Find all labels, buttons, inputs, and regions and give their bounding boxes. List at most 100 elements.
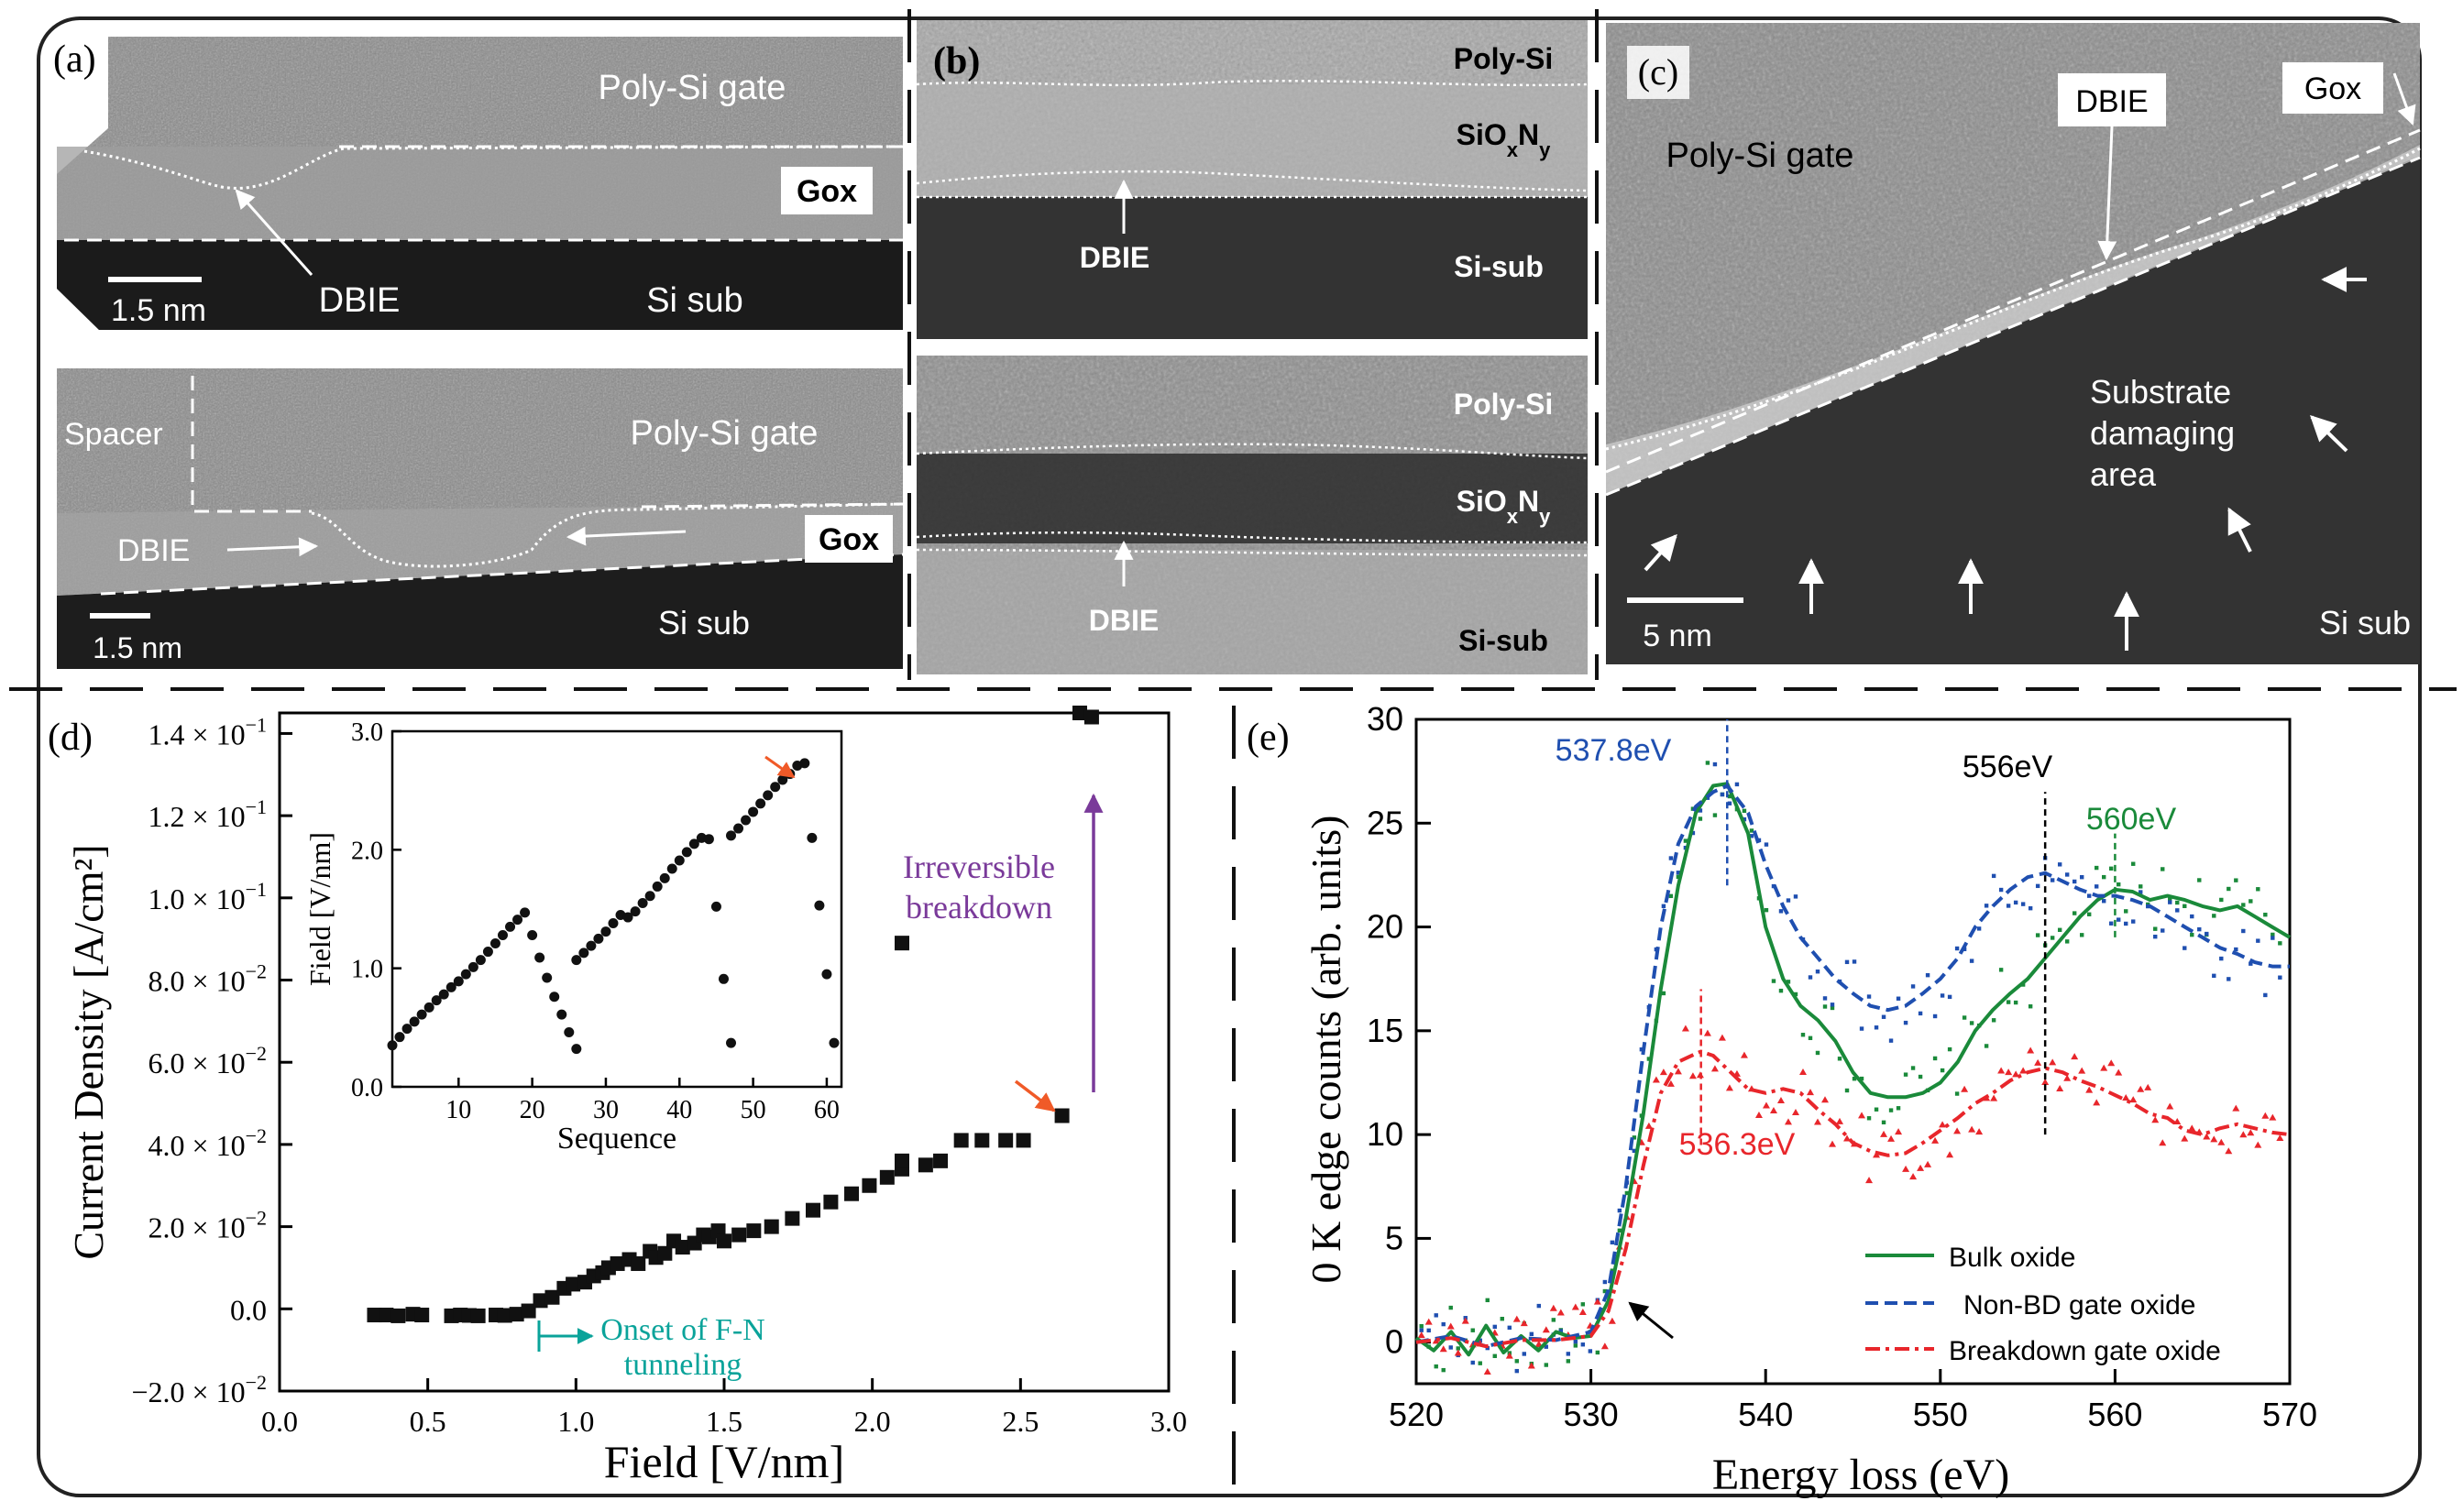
noisy-marker [2241, 903, 2246, 907]
noisy-marker [2139, 890, 2143, 894]
noisy-marker [1881, 1120, 1886, 1125]
data-point [367, 1308, 382, 1323]
noisy-marker [1507, 1325, 1512, 1331]
sio-b-bottom [917, 454, 1588, 543]
dbie-label: DBIE [1080, 241, 1149, 274]
noisy-marker [1500, 1316, 1504, 1321]
spacer-boundary [191, 376, 312, 513]
plot-frame-e [1414, 718, 2292, 1386]
noisy-marker [2212, 973, 2216, 979]
data-point [933, 1153, 949, 1168]
noisy-marker [2271, 936, 2275, 940]
peak-label-537-8: 537.8eV [1556, 733, 1672, 768]
noisy-marker [2168, 900, 2172, 904]
data-point [470, 1308, 486, 1323]
inset-point [674, 855, 685, 866]
noisy-marker [1448, 1305, 1453, 1310]
noisy-marker [2006, 1000, 2011, 1004]
noisy-marker [1749, 828, 1754, 833]
noisy-marker [1659, 1068, 1667, 1076]
noisy-marker [1661, 904, 1666, 908]
noisy-marker [2071, 1053, 2079, 1060]
inset-point [401, 1024, 412, 1035]
noisy-marker [1778, 988, 1784, 993]
noisy-marker [1791, 1109, 1799, 1116]
noisy-marker [2085, 1086, 2094, 1093]
x-axis-label: Energy loss (eV) [1712, 1451, 2009, 1499]
noisy-marker [2094, 865, 2099, 871]
figure-frame [37, 16, 2422, 1497]
noisy-marker [2217, 1138, 2226, 1145]
gox-band-c [1606, 145, 2420, 495]
noisy-marker [1432, 1337, 1440, 1344]
noisy-marker [1776, 1097, 1785, 1104]
noisy-marker [1419, 1323, 1424, 1329]
inset-point [622, 912, 633, 923]
noisy-marker [2239, 1131, 2248, 1138]
noisy-marker [1742, 808, 1747, 814]
noisy-marker [1858, 1112, 1866, 1119]
y-tick-label: 1.0 × 10−1 [148, 878, 267, 915]
noisy-marker [1514, 1368, 1519, 1374]
noisy-marker [2131, 861, 2136, 866]
panel-e-label: (e) [1247, 717, 1290, 759]
y-axis-label: Current Density [A/cm²] [65, 844, 112, 1259]
peak-label-556: 556eV [1963, 750, 2053, 784]
noisy-marker [2144, 1083, 2152, 1090]
y-tick-exponent: −2 [246, 1124, 267, 1147]
noisy-marker [1866, 994, 1872, 999]
noisy-marker [1880, 1130, 1888, 1137]
noisy-marker [1536, 1303, 1542, 1309]
noisy-marker [1940, 993, 1945, 998]
noisy-marker [1681, 1024, 1689, 1032]
noisy-marker [2079, 875, 2084, 880]
poly-si-label: Poly-Si [1454, 388, 1553, 421]
inset-point [512, 915, 523, 926]
inset-point [527, 929, 538, 940]
data-point [631, 1255, 646, 1271]
si-sub-label: Si-sub [1458, 624, 1548, 657]
inset-point [571, 1044, 582, 1055]
noisy-marker [2276, 1134, 2284, 1142]
data-points [367, 706, 1099, 1323]
noisy-marker [1558, 1329, 1564, 1333]
noisy-marker [2261, 1112, 2270, 1119]
data-point [953, 1133, 969, 1148]
noisy-marker [1610, 1268, 1615, 1273]
noisy-marker [2197, 878, 2202, 882]
noisy-marker [2153, 934, 2158, 939]
y-tick-label: 5 [1385, 1219, 1403, 1256]
noisy-marker [1602, 1279, 1608, 1285]
y-tick-label: −2.0 × 10−2 [131, 1371, 267, 1408]
noisy-marker [2234, 947, 2238, 952]
noisy-marker [2115, 1068, 2123, 1076]
noisy-marker [2027, 1046, 2035, 1054]
inset-point [520, 907, 531, 918]
y-tick-mantissa: 2.0 × 10 [148, 1211, 246, 1244]
inset-point [814, 900, 825, 911]
noisy-marker [1652, 1076, 1660, 1083]
panel-a-label: (a) [53, 38, 96, 81]
irreversible-breakdown-line1: Irreversible [903, 849, 1055, 885]
noisy-marker [1725, 1084, 1733, 1091]
legend: Bulk oxide Non-BD gate oxide Breakdown g… [1865, 1243, 2221, 1366]
panel-d: (d) −2.0 × 10−20.02.0 × 10−24.0 × 10−26.… [48, 706, 1187, 1487]
panel-b-label: (b) [933, 40, 980, 82]
dbie-pointer-right [566, 526, 687, 546]
noisy-marker [2219, 956, 2224, 961]
noisy-marker [1727, 801, 1732, 805]
noisy-marker [1578, 1309, 1587, 1316]
y-tick-label: 15 [1367, 1012, 1403, 1049]
inset-point [652, 881, 663, 892]
noisy-marker [2269, 1113, 2277, 1121]
noisy-marker [1991, 1018, 1996, 1023]
noisy-marker [2234, 878, 2238, 882]
inset-point [748, 806, 759, 817]
noisy-marker [2188, 1124, 2196, 1132]
breakdown-red-arrow [1014, 1079, 1056, 1112]
noisy-marker [1595, 1350, 1600, 1355]
noisy-marker [1674, 1068, 1682, 1075]
data-point [610, 1255, 625, 1271]
noisy-marker [1740, 1051, 1748, 1058]
noisy-marker [1954, 1091, 1960, 1096]
